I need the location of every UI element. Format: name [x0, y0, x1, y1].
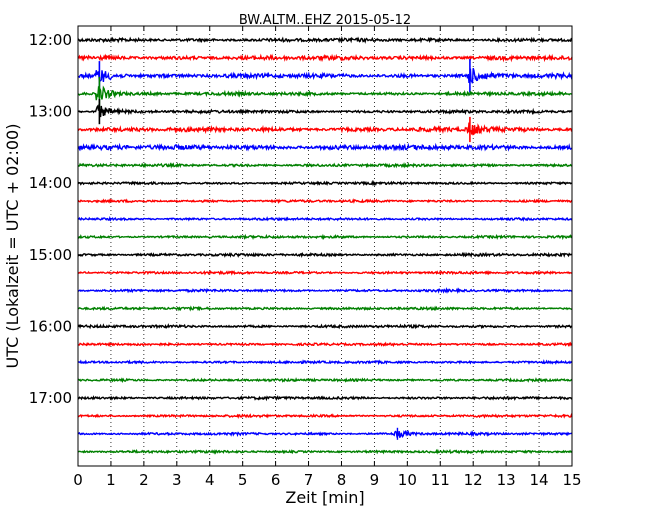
trace-1545 — [78, 305, 572, 312]
trace-1600 — [77, 323, 573, 330]
trace-1330 — [77, 142, 573, 152]
x-tick-label: 10 — [398, 471, 417, 489]
y-tick-label: 13:00 — [29, 103, 72, 121]
trace-1230 — [77, 67, 573, 84]
y-tick-label: 12:00 — [29, 31, 72, 49]
x-tick-label: 0 — [73, 471, 83, 489]
trace-1245 — [77, 85, 573, 101]
trace-1415 — [77, 198, 573, 204]
y-axis: 12:00 13:00 14:00 15:00 16:00 17:00 — [29, 31, 572, 407]
trace-1730 — [77, 429, 573, 439]
trace-1430 — [77, 215, 573, 222]
y-tick-label: 16:00 — [29, 317, 72, 335]
trace-1400 — [77, 179, 573, 187]
traces — [77, 35, 573, 455]
trace-1315 — [77, 122, 573, 136]
trace-1645 — [77, 377, 573, 384]
trace-1715 — [77, 413, 573, 420]
trace-1745 — [77, 448, 573, 455]
x-tick-label: 13 — [497, 471, 516, 489]
trace-1530 — [77, 286, 573, 295]
chart-title: BW.ALTM..EHZ 2015-05-12 — [239, 13, 411, 28]
x-tick-label: 6 — [271, 471, 281, 489]
x-tick-label: 1 — [106, 471, 116, 489]
y-tick-label: 15:00 — [29, 246, 72, 264]
x-tick-label: 3 — [172, 471, 182, 489]
x-axis: 0 1 2 3 4 5 6 7 8 9 10 11 12 13 14 15 — [73, 26, 582, 489]
trace-1615 — [77, 341, 573, 348]
y-axis-label: UTC (Lokalzeit = UTC + 02:00) — [3, 124, 22, 369]
x-tick-label: 2 — [139, 471, 149, 489]
x-tick-label: 12 — [464, 471, 483, 489]
trace-1215 — [77, 53, 573, 63]
grid-lines — [110, 26, 540, 466]
x-tick-label: 5 — [238, 471, 248, 489]
y-tick-label: 17:00 — [29, 389, 72, 407]
trace-1200 — [77, 35, 572, 44]
x-tick-label: 7 — [304, 471, 314, 489]
trace-1515 — [77, 269, 573, 276]
x-tick-label: 4 — [205, 471, 215, 489]
x-tick-label: 8 — [337, 471, 347, 489]
trace-1300 — [77, 104, 573, 118]
x-tick-label: 11 — [431, 471, 450, 489]
x-axis-label: Zeit [min] — [285, 488, 364, 507]
x-tick-label: 9 — [370, 471, 380, 489]
x-tick-label: 14 — [530, 471, 549, 489]
x-tick-label: 15 — [562, 471, 581, 489]
trace-1345 — [77, 161, 573, 169]
trace-1445 — [77, 233, 573, 241]
y-tick-label: 14:00 — [29, 174, 72, 192]
trace-1630 — [77, 359, 573, 366]
plot-frame — [77, 25, 573, 467]
trace-1500 — [77, 251, 573, 259]
trace-1700 — [77, 395, 573, 402]
